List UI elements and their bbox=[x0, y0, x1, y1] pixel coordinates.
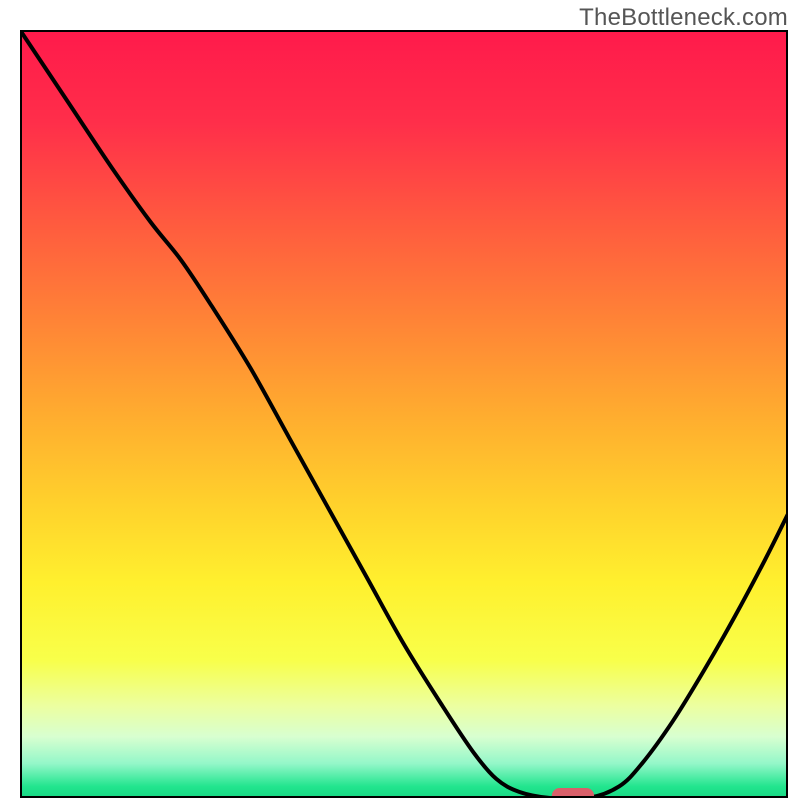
watermark-text: TheBottleneck.com bbox=[579, 4, 788, 32]
chart-container: TheBottleneck.com bbox=[0, 0, 800, 800]
plot-area bbox=[20, 30, 788, 800]
gradient-background bbox=[20, 30, 788, 798]
optimum-marker bbox=[552, 788, 594, 800]
gradient-line-chart bbox=[0, 0, 800, 800]
